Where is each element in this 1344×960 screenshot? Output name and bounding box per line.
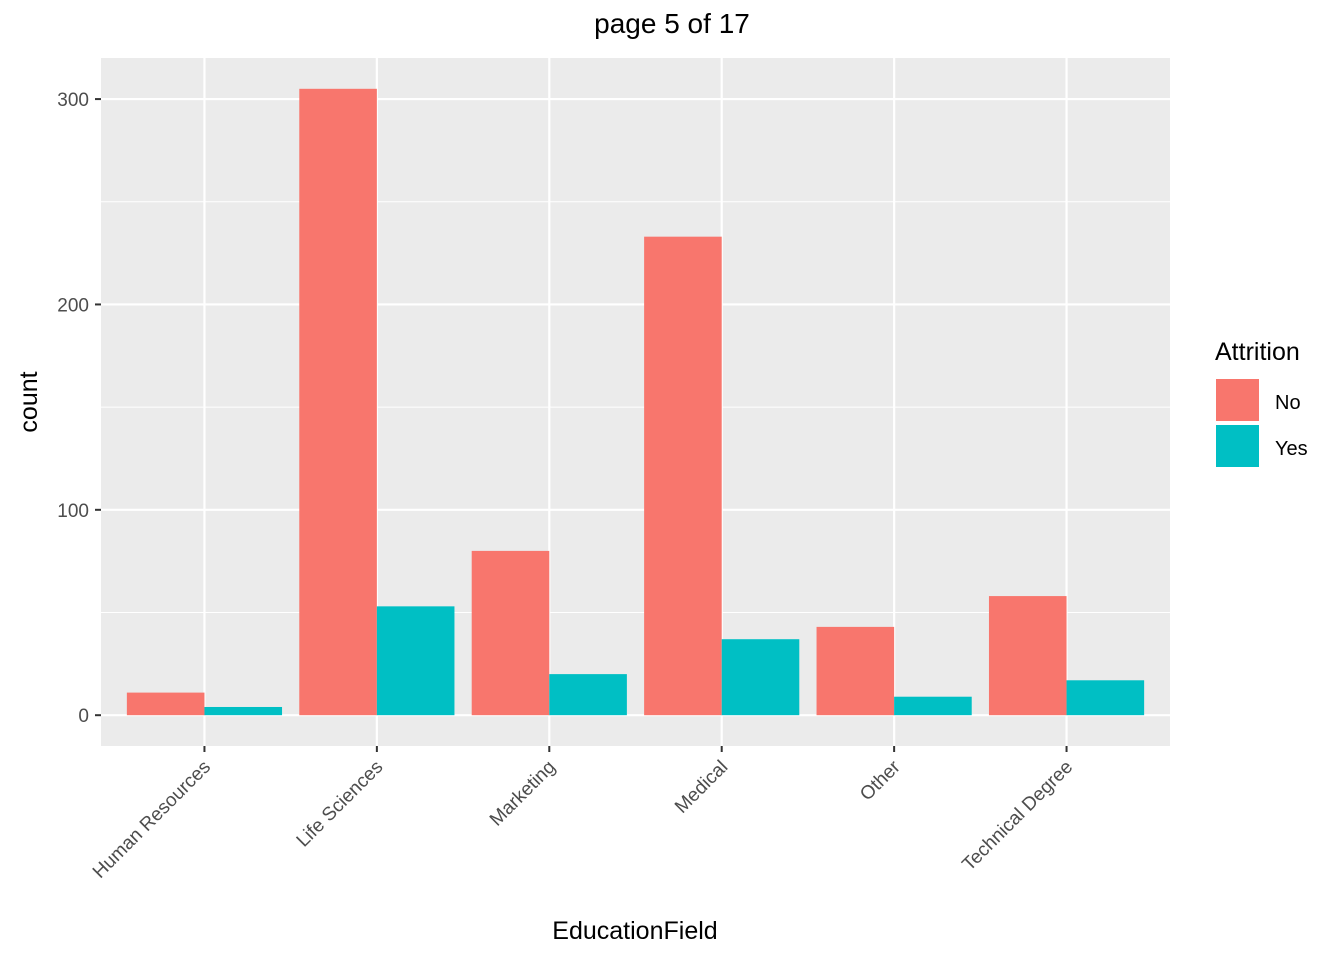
bars — [126, 88, 1145, 716]
y-tick-label: 200 — [57, 295, 89, 316]
legend-key-yes — [1216, 425, 1259, 467]
x-tick-label: Human Resources — [89, 757, 215, 883]
legend: Attrition No Yes — [1215, 338, 1308, 467]
bar-no — [644, 236, 722, 716]
x-tick-label: Medical — [671, 757, 732, 818]
x-axis-title: EducationField — [552, 917, 717, 945]
legend-label-no: No — [1275, 392, 1301, 414]
bar-no — [299, 88, 377, 716]
bar-no — [126, 692, 205, 716]
x-tick-label: Life Sciences — [293, 757, 388, 852]
x-tick-label: Technical Degree — [958, 757, 1077, 876]
chart-title: page 5 of 17 — [594, 8, 750, 39]
bar-yes — [1066, 680, 1145, 716]
bar-no — [471, 550, 550, 716]
y-tick-label: 300 — [57, 90, 89, 111]
legend-label-yes: Yes — [1275, 438, 1308, 460]
bar-yes — [894, 696, 972, 716]
bar-no — [988, 596, 1067, 716]
x-tick-label: Other — [856, 756, 905, 805]
legend-title: Attrition — [1215, 338, 1300, 366]
y-tick-label: 100 — [57, 501, 89, 522]
bar-yes — [204, 706, 283, 716]
x-tick-label: Marketing — [486, 757, 560, 831]
bar-yes — [721, 639, 800, 716]
legend-key-no — [1216, 379, 1259, 421]
y-tick-label: 0 — [78, 706, 89, 727]
y-axis-title: count — [15, 371, 43, 432]
bar-no — [816, 626, 895, 716]
bar-yes — [376, 606, 455, 716]
bar-yes — [549, 674, 627, 716]
